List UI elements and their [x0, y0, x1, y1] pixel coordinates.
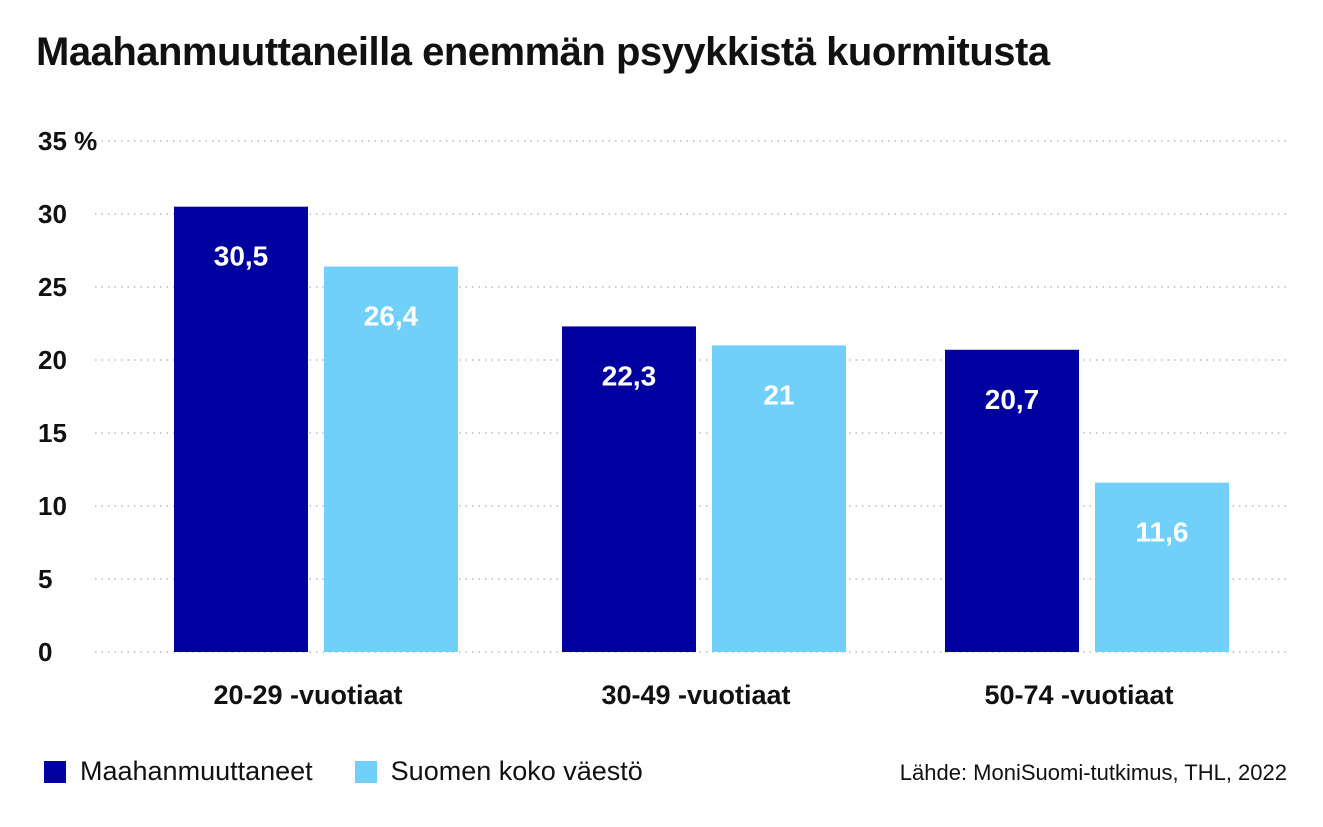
chart-title: Maahanmuuttaneilla enemmän psyykkistä ku… — [36, 30, 1050, 74]
y-tick-label: 5 — [38, 564, 52, 594]
y-tick-label: 15 — [38, 418, 67, 448]
bar-chart: 0 5 10 15 20 25 30 35 % 30,5 26,4 20-29 -vuotiaat 2… — [38, 126, 1290, 710]
source-note: Lähde: MoniSuomi-tutkimus, THL, 2022 — [899, 760, 1287, 785]
x-tick-label: 20-29 -vuotiaat — [213, 680, 402, 710]
y-tick-label: 25 — [38, 272, 67, 302]
bar — [1095, 482, 1229, 652]
x-tick-label: 30-49 -vuotiaat — [601, 680, 790, 710]
bar — [324, 266, 458, 652]
bar — [562, 326, 696, 652]
legend-item-koko-vaesto: Suomen koko väestö — [354, 756, 643, 787]
data-label: 26,4 — [364, 301, 419, 332]
y-tick-label: 20 — [38, 345, 67, 375]
y-tick-label: 0 — [38, 637, 52, 667]
y-tick-label: 35 % — [38, 126, 97, 156]
bar — [945, 349, 1079, 652]
legend-swatch-series2 — [354, 760, 377, 783]
legend-swatch-series1 — [44, 760, 66, 783]
legend-label-series1: Maahanmuuttaneet — [80, 756, 313, 786]
legend-item-maahanmuuttaneet: Maahanmuuttaneet — [44, 756, 313, 787]
data-label: 11,6 — [1136, 517, 1189, 548]
x-tick-label: 50-74 -vuotiaat — [984, 680, 1173, 710]
bar — [712, 345, 846, 652]
legend-label-series2: Suomen koko väestö — [390, 756, 643, 786]
data-label: 20,7 — [985, 384, 1040, 415]
data-label: 30,5 — [214, 241, 269, 272]
bar — [174, 206, 308, 652]
data-label: 21 — [763, 379, 794, 410]
y-tick-label: 10 — [38, 491, 67, 521]
legend: Maahanmuuttaneet Suomen koko väestö — [44, 756, 685, 787]
data-label: 22,3 — [602, 360, 657, 391]
y-tick-label: 30 — [38, 199, 67, 229]
